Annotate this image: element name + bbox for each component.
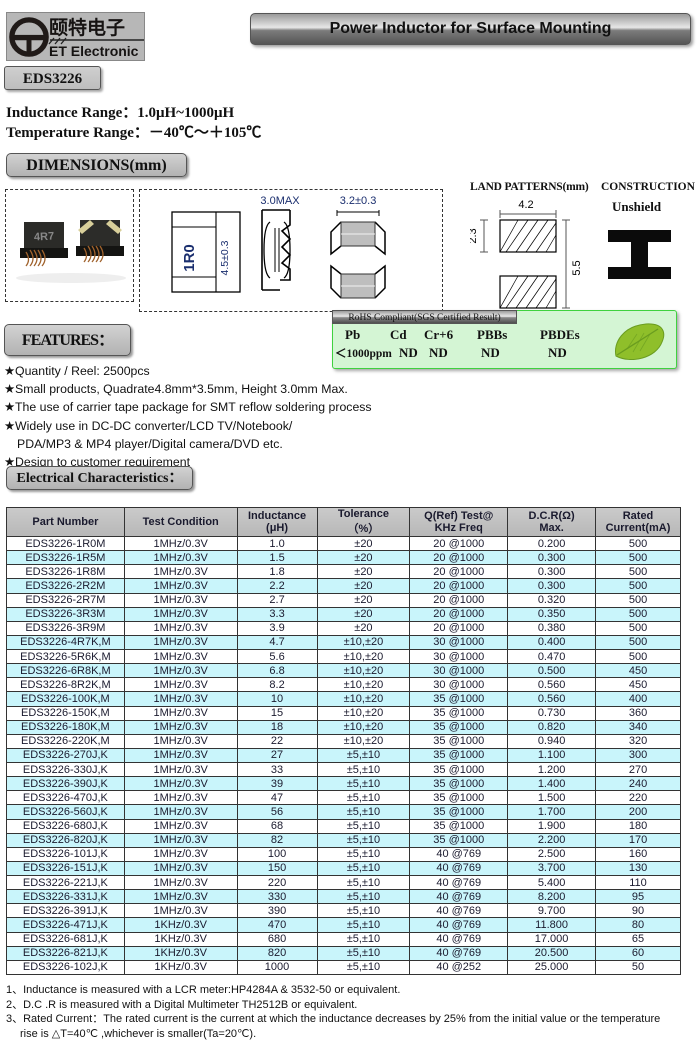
svg-text:颐特电子: 颐特电子 [49, 16, 125, 39]
svg-text:3.0MAX: 3.0MAX [260, 195, 300, 207]
svg-text:2.3: 2.3 [470, 228, 479, 243]
svg-text:4.2: 4.2 [518, 199, 533, 211]
svg-text:3.2±0.3: 3.2±0.3 [340, 195, 377, 207]
svg-text:4R7: 4R7 [34, 230, 55, 243]
svg-text:1R0: 1R0 [181, 244, 198, 272]
svg-text:ET Electronic: ET Electronic [49, 43, 139, 59]
svg-text:5.5: 5.5 [571, 260, 583, 275]
svg-text:4.5±0.3: 4.5±0.3 [219, 240, 231, 275]
